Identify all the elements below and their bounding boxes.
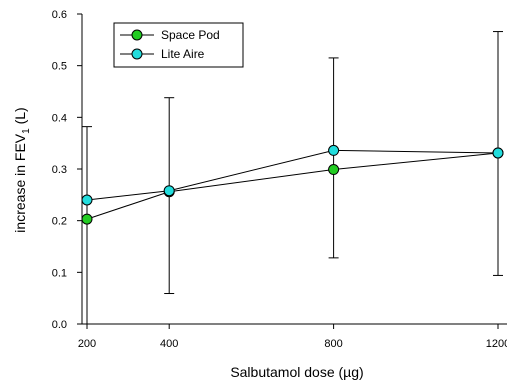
- y-axis-title: increase in FEV1 (L): [12, 107, 32, 232]
- y-tick-label: 0.0: [52, 319, 67, 331]
- y-tick-label: 0.5: [52, 61, 67, 73]
- y-axis-title-suffix: (L): [12, 107, 28, 128]
- x-tick-label: 1200: [486, 338, 507, 350]
- series-line-lite-aire: [86, 149, 499, 201]
- series-points: [81, 144, 504, 225]
- data-point-space-pod: [328, 164, 340, 176]
- x-tick-label: 800: [324, 338, 342, 350]
- legend-label-lite-aire: Lite Aire: [161, 47, 205, 61]
- legend-marker-space-pod: [131, 29, 143, 41]
- x-axis-ticks: 200 400 800 1200: [78, 324, 507, 350]
- data-point-lite-aire: [328, 144, 340, 156]
- y-tick-label: 0.1: [52, 267, 67, 279]
- series-lines: [86, 149, 499, 220]
- error-bars: [82, 31, 503, 324]
- y-tick-label: 0.3: [52, 164, 67, 176]
- x-tick-label: 400: [160, 338, 178, 350]
- data-point-space-pod: [81, 213, 93, 225]
- y-tick-label: 0.2: [52, 216, 67, 228]
- legend: Space Pod Lite Aire: [113, 22, 244, 68]
- y-axis-title-main: increase in FEV: [12, 133, 28, 232]
- data-point-lite-aire: [492, 147, 504, 159]
- x-axis-title: Salbutamol dose (µg): [230, 364, 363, 380]
- y-axis-title-subscript: 1: [21, 128, 32, 134]
- legend-label-space-pod: Space Pod: [161, 28, 220, 42]
- y-tick-label: 0.4: [52, 112, 67, 124]
- data-point-lite-aire: [163, 185, 175, 197]
- series-line-space-pod: [86, 152, 499, 220]
- y-axis-ticks: 0.0 0.1 0.2 0.3 0.4 0.5 0.6: [52, 9, 82, 331]
- data-point-lite-aire: [81, 194, 93, 206]
- x-tick-label: 200: [78, 338, 96, 350]
- legend-marker-lite-aire: [131, 48, 143, 60]
- y-tick-label: 0.6: [52, 9, 67, 21]
